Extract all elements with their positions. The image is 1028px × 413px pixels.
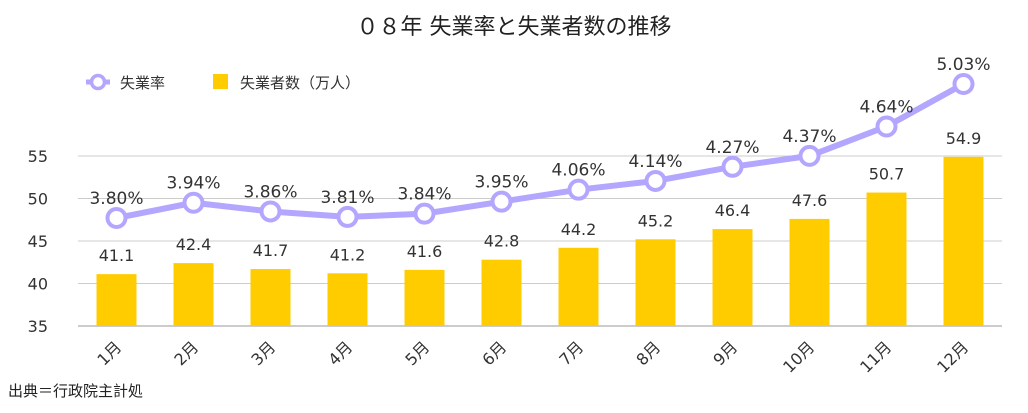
rate-value-label: 4.14%	[628, 152, 682, 172]
legend-count-swatch	[213, 74, 228, 89]
rate-point-7月	[567, 178, 590, 201]
bar-11月	[866, 192, 907, 326]
x-axis: 1月 2月 3月 4月 5月 6月 7月 8月 9月 10月 11月 12月	[93, 337, 972, 376]
x-tick-label: 4月	[324, 337, 356, 369]
rate-value-label: 5.03%	[936, 55, 990, 75]
rate-line	[113, 81, 967, 221]
bar-2月	[173, 263, 214, 326]
bar-value-label: 54.9	[946, 129, 982, 148]
rate-value-label: 3.86%	[243, 182, 297, 202]
rate-point-2月	[182, 191, 205, 214]
bar-9月	[712, 229, 753, 326]
rate-point-3月	[259, 200, 282, 223]
rate-point-6月	[490, 190, 513, 213]
bar-value-label: 41.2	[330, 245, 366, 264]
legend-item-rate: 失業率	[86, 73, 165, 92]
rate-point-10月	[798, 144, 821, 167]
rate-value-label: 3.95%	[474, 173, 528, 193]
rate-value-label: 4.64%	[859, 97, 913, 117]
rate-point-12月	[952, 73, 975, 95]
rate-point-9月	[721, 155, 744, 178]
rate-value-label: 3.84%	[397, 185, 451, 205]
bar-value-label: 50.7	[869, 165, 905, 184]
rate-point-4月	[336, 205, 359, 228]
y-tick-label: 55	[28, 147, 48, 166]
rate-value-label: 4.27%	[705, 138, 759, 158]
x-tick-label: 6月	[478, 337, 510, 369]
chart-legend: 失業率 失業者数（万人）	[86, 73, 360, 92]
source-note: 出典＝行政院主計処	[8, 382, 143, 400]
x-tick-label: 10月	[779, 337, 818, 376]
y-tick-label: 45	[28, 232, 48, 251]
bar-value-label: 47.6	[792, 191, 828, 210]
bar-1月	[96, 274, 137, 326]
bar-10月	[789, 218, 830, 326]
rate-value-label: 3.80%	[89, 189, 143, 209]
bar-6月	[481, 259, 522, 326]
x-tick-label: 9月	[709, 337, 741, 369]
line-series	[105, 73, 975, 229]
rate-point-8月	[644, 169, 667, 192]
x-tick-label: 7月	[555, 337, 587, 369]
rate-labels: 3.80% 3.94% 3.86% 3.81% 3.84% 3.95% 4.06% 4.14%…	[89, 55, 990, 209]
bar-series	[96, 156, 984, 326]
legend-item-count: 失業者数（万人）	[213, 74, 360, 92]
bar-value-label: 42.4	[176, 235, 212, 254]
bar-4月	[327, 273, 368, 326]
bar-value-label: 41.1	[99, 246, 135, 265]
rate-value-label: 4.06%	[551, 161, 605, 181]
x-tick-label: 3月	[247, 337, 279, 369]
legend-rate-marker	[89, 73, 107, 91]
bar-8月	[635, 239, 676, 326]
rate-value-label: 4.37%	[782, 127, 836, 147]
bar-value-label: 45.2	[638, 211, 674, 230]
legend-count-label: 失業者数（万人）	[240, 74, 360, 92]
chart-title: ０８年 失業率と失業者数の推移	[357, 15, 672, 40]
x-tick-label: 1月	[93, 337, 125, 369]
x-tick-label: 2月	[170, 337, 202, 369]
bar-value-label: 41.6	[407, 242, 443, 261]
rate-value-label: 3.81%	[320, 188, 374, 208]
bar-value-label: 41.7	[253, 241, 289, 260]
rate-point-11月	[875, 115, 898, 138]
y-tick-label: 35	[28, 317, 48, 336]
bar-value-label: 42.8	[484, 232, 520, 251]
x-tick-label: 12月	[933, 337, 972, 376]
x-tick-label: 11月	[856, 337, 895, 376]
bar-7月	[558, 247, 599, 326]
rate-point-1月	[105, 207, 128, 229]
bar-value-label: 46.4	[715, 201, 751, 220]
y-tick-label: 40	[28, 275, 48, 294]
bar-12月	[943, 156, 984, 326]
bar-3月	[250, 269, 291, 326]
x-tick-label: 5月	[401, 337, 433, 369]
x-tick-label: 8月	[632, 337, 664, 369]
bar-value-label: 44.2	[561, 220, 597, 239]
legend-rate-label: 失業率	[120, 74, 165, 92]
rate-value-label: 3.94%	[166, 174, 220, 194]
bar-labels: 41.1 42.4 41.7 41.2 41.6 42.8 44.2 45.2 46.4 47.6…	[99, 129, 982, 265]
bar-5月	[404, 269, 445, 326]
rate-point-5月	[413, 202, 436, 225]
y-tick-label: 50	[28, 190, 48, 209]
y-axis: 35 40 45 50 55	[28, 147, 48, 336]
